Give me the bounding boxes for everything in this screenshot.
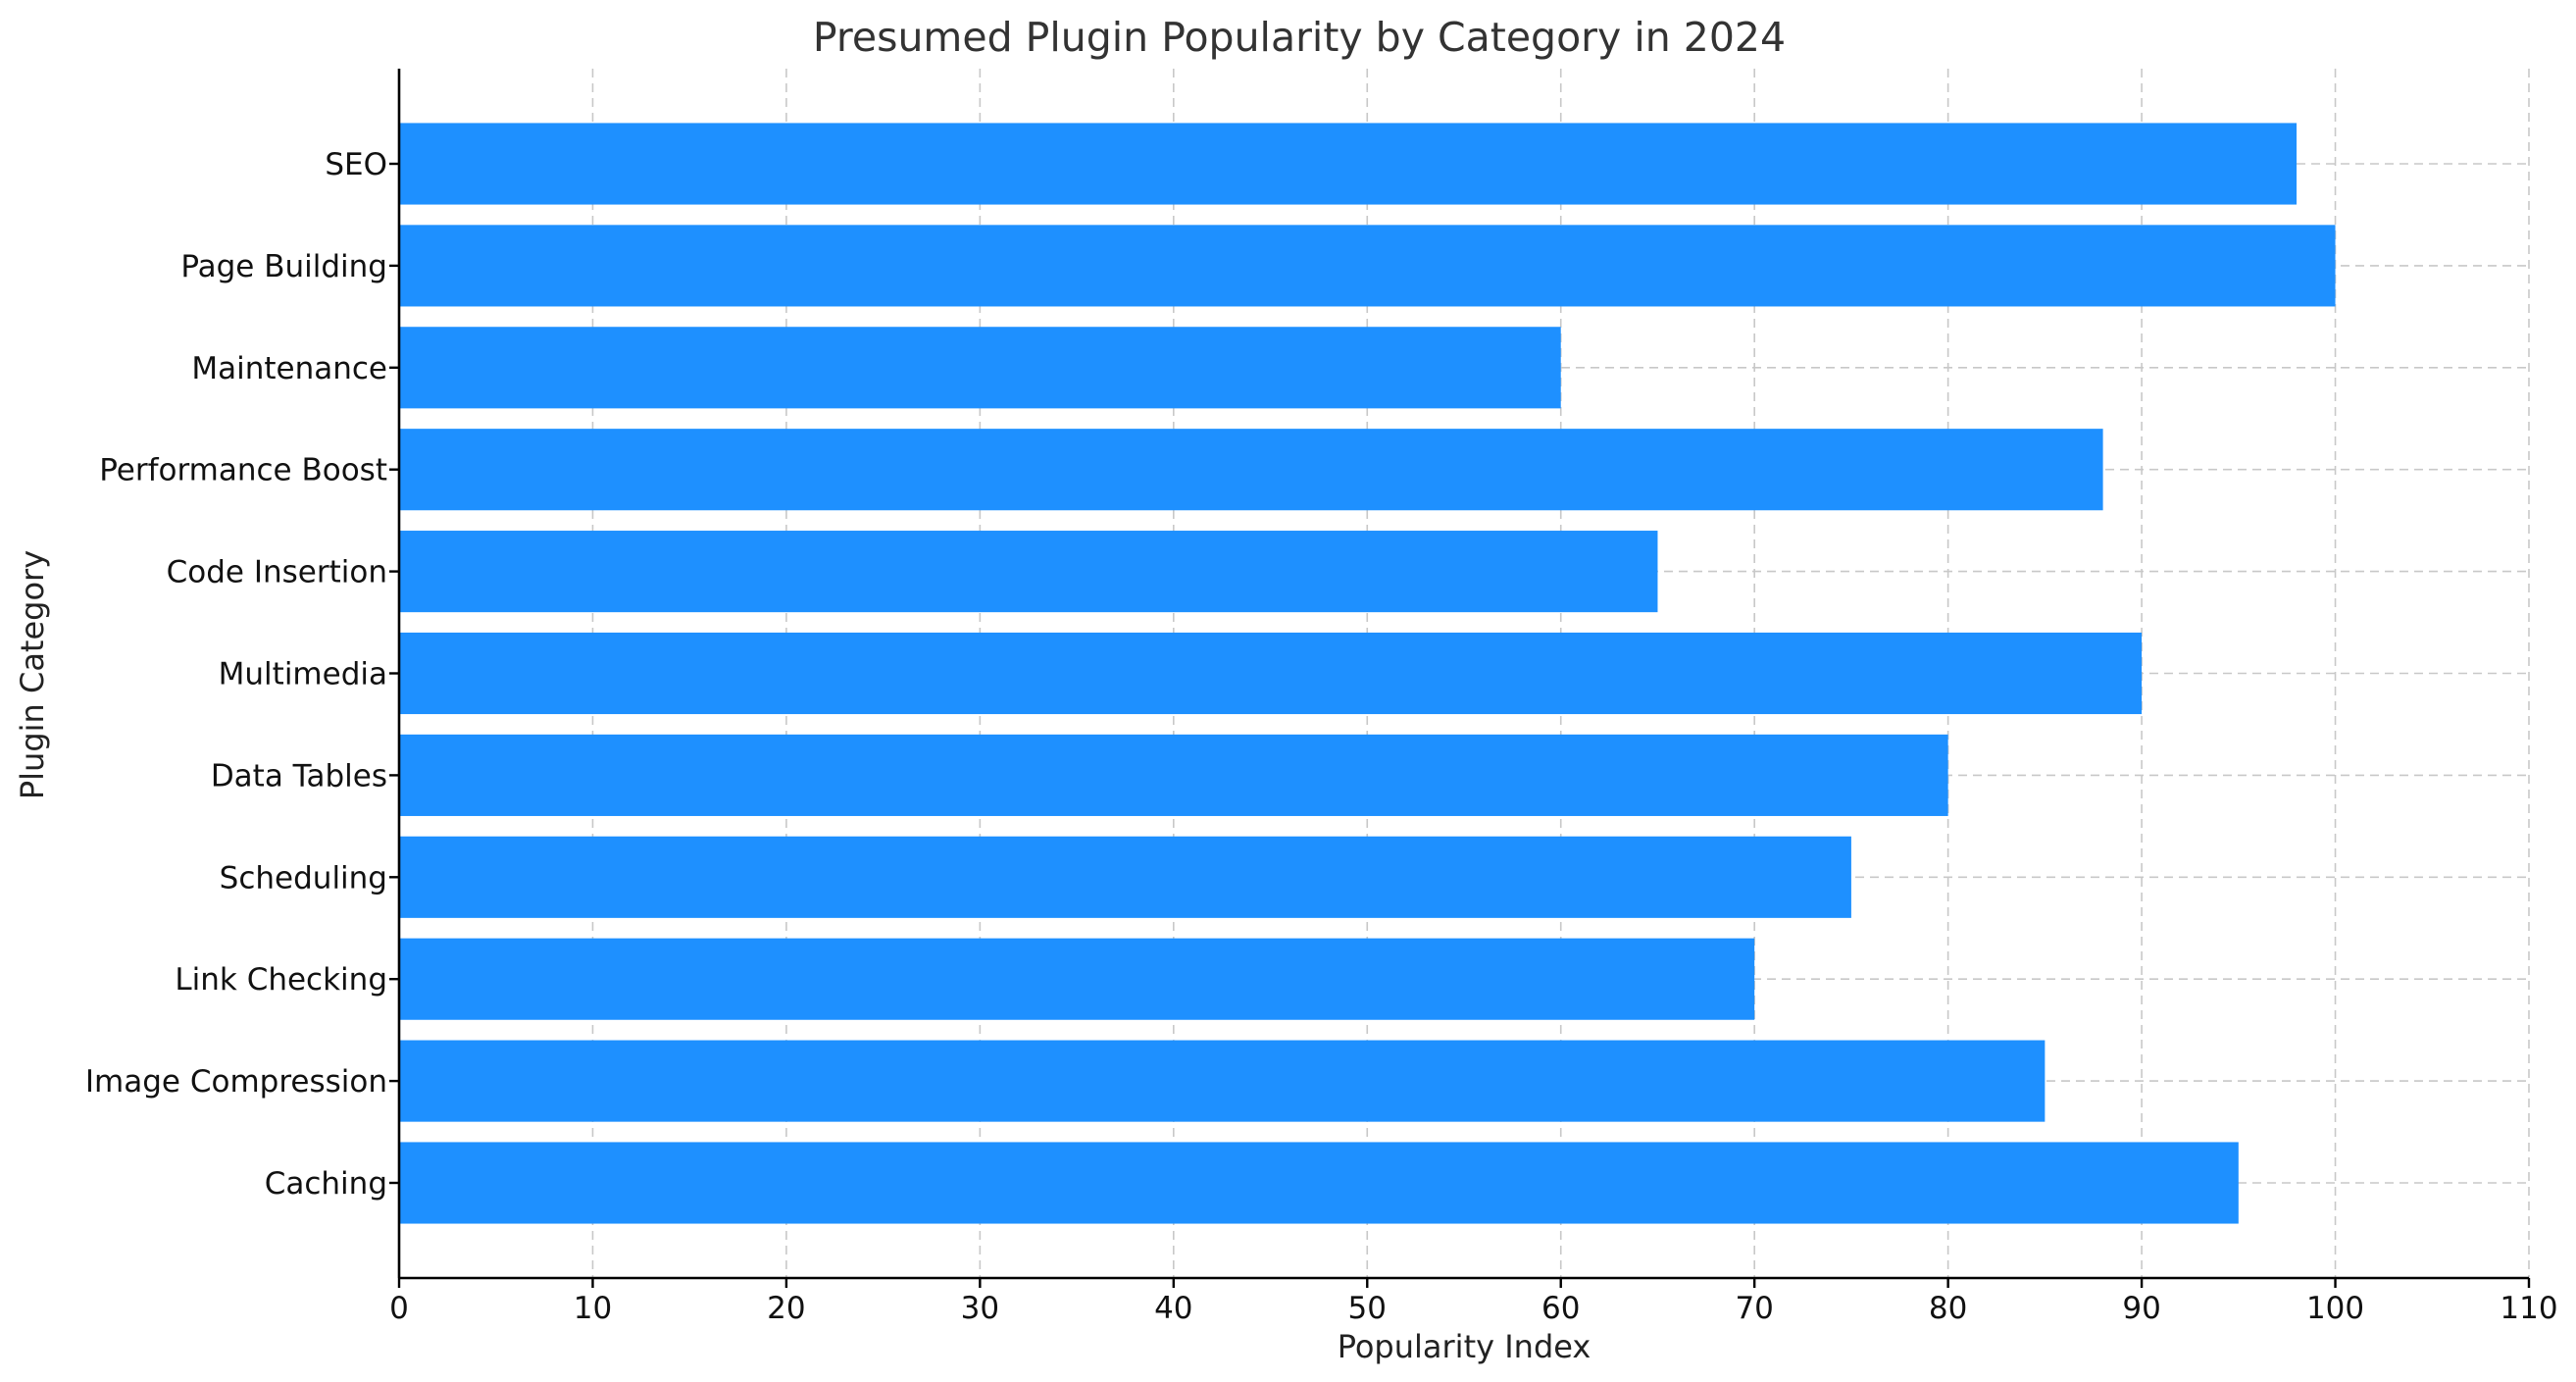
x-tick-label: 20 — [767, 1291, 805, 1326]
x-tick-label: 40 — [1154, 1291, 1192, 1326]
y-tick-label: Link Checking — [175, 962, 387, 998]
x-tick-label: 90 — [2122, 1291, 2160, 1326]
x-tick-label: 50 — [1348, 1291, 1387, 1326]
x-tick-label: 30 — [961, 1291, 999, 1326]
x-tick-label: 80 — [1929, 1291, 1967, 1326]
y-tick-label: Caching — [265, 1166, 387, 1202]
bar-multimedia — [399, 632, 2143, 715]
bar-image-compression — [399, 1040, 2046, 1122]
y-tick-label: Page Building — [180, 249, 387, 284]
x-axis-ticks: 0 10 20 30 40 50 60 70 80 90 100 110 — [389, 1278, 2558, 1326]
bar-caching — [399, 1142, 2239, 1224]
x-axis-label: Popularity Index — [1338, 1328, 1591, 1365]
y-tick-label: Image Compression — [85, 1064, 387, 1100]
bar-seo — [399, 123, 2298, 205]
bar-link-checking — [399, 938, 1755, 1020]
bars — [399, 123, 2336, 1224]
bar-code-insertion — [399, 531, 1658, 613]
bar-page-building — [399, 225, 2336, 307]
x-tick-label: 70 — [1735, 1291, 1773, 1326]
chart-title: Presumed Plugin Popularity by Category i… — [813, 14, 1786, 61]
y-tick-label: Multimedia — [219, 657, 387, 692]
y-tick-label: Data Tables — [211, 758, 387, 793]
y-tick-label: SEO — [325, 147, 387, 182]
x-tick-label: 110 — [2500, 1291, 2557, 1326]
y-axis-label: Plugin Category — [14, 550, 51, 799]
y-tick-label: Scheduling — [220, 860, 387, 896]
x-tick-label: 10 — [574, 1291, 612, 1326]
y-tick-label: Maintenance — [191, 351, 387, 386]
x-tick-label: 0 — [389, 1291, 409, 1326]
x-tick-label: 100 — [2306, 1291, 2364, 1326]
bar-performance-boost — [399, 429, 2103, 511]
bar-data-tables — [399, 734, 1948, 816]
y-axis-ticks: Caching Image Compression Link Checking Sch… — [85, 147, 399, 1202]
bar-scheduling — [399, 836, 1851, 918]
y-tick-label: Code Insertion — [167, 555, 387, 590]
bar-maintenance — [399, 327, 1561, 409]
y-tick-label: Performance Boost — [99, 453, 387, 488]
x-tick-label: 60 — [1541, 1291, 1580, 1326]
